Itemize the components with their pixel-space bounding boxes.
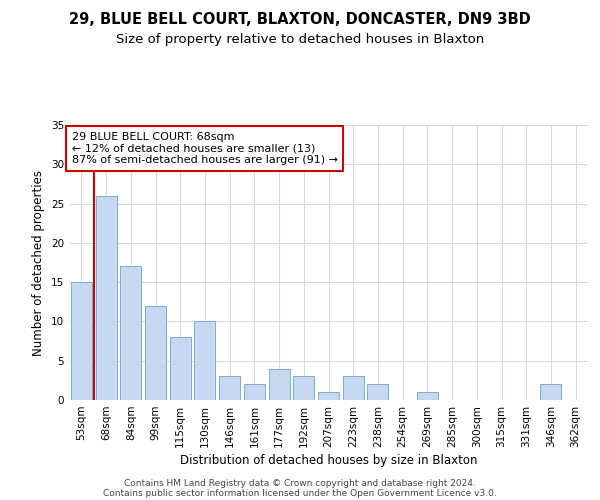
Text: Contains public sector information licensed under the Open Government Licence v3: Contains public sector information licen…: [103, 488, 497, 498]
Text: Size of property relative to detached houses in Blaxton: Size of property relative to detached ho…: [116, 32, 484, 46]
Y-axis label: Number of detached properties: Number of detached properties: [32, 170, 46, 356]
Bar: [194, 322, 215, 400]
Bar: [145, 306, 166, 400]
Bar: [367, 384, 388, 400]
Text: Contains HM Land Registry data © Crown copyright and database right 2024.: Contains HM Land Registry data © Crown c…: [124, 478, 476, 488]
Bar: [343, 376, 364, 400]
Bar: [541, 384, 562, 400]
Bar: [170, 337, 191, 400]
Bar: [293, 376, 314, 400]
Bar: [269, 368, 290, 400]
Bar: [417, 392, 438, 400]
Text: 29 BLUE BELL COURT: 68sqm
← 12% of detached houses are smaller (13)
87% of semi-: 29 BLUE BELL COURT: 68sqm ← 12% of detac…: [71, 132, 338, 165]
Bar: [95, 196, 116, 400]
Bar: [219, 376, 240, 400]
Bar: [244, 384, 265, 400]
Bar: [71, 282, 92, 400]
Bar: [120, 266, 141, 400]
Bar: [318, 392, 339, 400]
X-axis label: Distribution of detached houses by size in Blaxton: Distribution of detached houses by size …: [180, 454, 477, 467]
Text: 29, BLUE BELL COURT, BLAXTON, DONCASTER, DN9 3BD: 29, BLUE BELL COURT, BLAXTON, DONCASTER,…: [69, 12, 531, 28]
